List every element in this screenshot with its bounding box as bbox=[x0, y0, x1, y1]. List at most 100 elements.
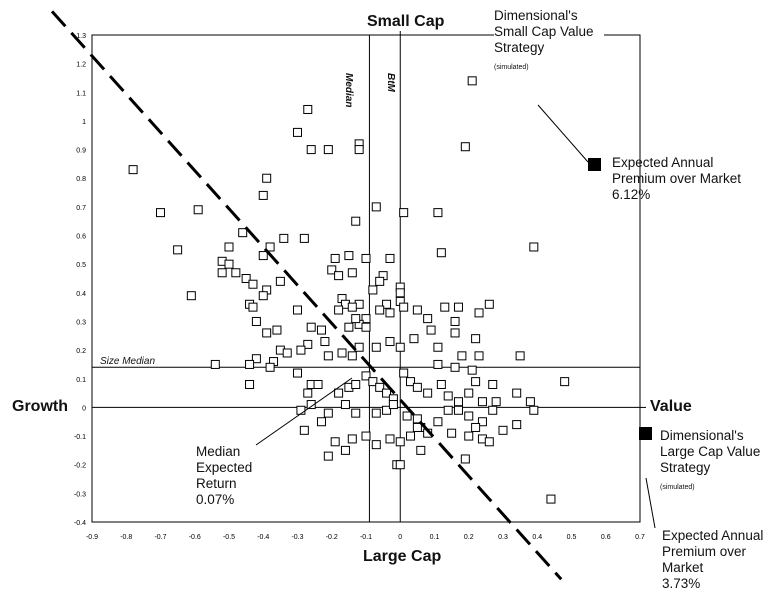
data-point bbox=[484, 299, 494, 309]
data-point bbox=[460, 142, 470, 152]
data-point bbox=[173, 245, 183, 255]
y-tick-label: -0.3 bbox=[74, 491, 86, 498]
data-point bbox=[399, 208, 409, 218]
trend-line bbox=[50, 10, 563, 581]
data-point bbox=[402, 411, 412, 421]
data-point bbox=[231, 268, 241, 278]
data-point bbox=[303, 104, 313, 114]
data-point bbox=[323, 351, 333, 361]
y-tick-label: -0.4 bbox=[74, 520, 86, 527]
data-point bbox=[467, 365, 477, 375]
large-cap-premium-value: 3.73% bbox=[662, 576, 701, 591]
data-point bbox=[450, 328, 460, 338]
x-tick-label: 0.1 bbox=[430, 534, 440, 541]
data-point bbox=[423, 388, 433, 398]
x-tick-label: -0.5 bbox=[223, 534, 235, 541]
data-point bbox=[546, 494, 556, 504]
y-tick-label: 0.1 bbox=[76, 377, 86, 384]
data-point bbox=[453, 397, 463, 407]
y-tick-label: 1 bbox=[82, 119, 86, 126]
data-point bbox=[361, 322, 371, 332]
data-point bbox=[272, 325, 282, 335]
large-cap-value-marker bbox=[639, 427, 652, 440]
data-point bbox=[436, 248, 446, 258]
data-point bbox=[433, 342, 443, 352]
axis-label-right: Value bbox=[650, 398, 692, 415]
data-point bbox=[491, 397, 501, 407]
data-point bbox=[395, 437, 405, 447]
data-point bbox=[382, 405, 392, 415]
data-point bbox=[512, 388, 522, 398]
data-point bbox=[303, 388, 313, 398]
data-point bbox=[275, 276, 285, 286]
data-point bbox=[344, 322, 354, 332]
data-point bbox=[293, 368, 302, 378]
large-cap-strategy-label: Dimensional's Large Cap Value Strategy (… bbox=[660, 428, 770, 496]
data-point bbox=[368, 377, 378, 387]
data-point bbox=[412, 382, 422, 392]
data-point bbox=[488, 405, 498, 415]
y-tick-label: 0 bbox=[82, 405, 86, 412]
x-tick-label: 0.3 bbox=[498, 534, 508, 541]
data-point bbox=[217, 268, 227, 278]
data-point bbox=[347, 434, 357, 444]
data-point bbox=[344, 251, 354, 261]
data-point bbox=[471, 422, 481, 432]
data-point bbox=[385, 253, 395, 263]
data-point bbox=[351, 408, 361, 418]
data-point bbox=[371, 440, 381, 450]
data-point bbox=[477, 397, 487, 407]
data-point bbox=[395, 288, 405, 298]
data-point bbox=[361, 314, 371, 324]
data-point bbox=[464, 431, 474, 441]
data-point bbox=[375, 305, 385, 315]
data-point bbox=[433, 417, 443, 427]
data-point bbox=[525, 397, 535, 407]
data-point bbox=[334, 305, 344, 315]
data-point bbox=[529, 242, 539, 252]
data-point bbox=[443, 391, 453, 401]
data-point bbox=[450, 316, 460, 326]
y-tick-label: 0.5 bbox=[76, 262, 86, 269]
data-point bbox=[316, 325, 326, 335]
data-point bbox=[436, 379, 446, 389]
y-tick-label: 0.3 bbox=[76, 319, 86, 326]
y-tick-label: -0.2 bbox=[74, 463, 86, 470]
large-cap-premium-label: Expected Annual Premium over Market 3.73… bbox=[662, 528, 774, 592]
data-point bbox=[354, 145, 364, 155]
data-point bbox=[453, 405, 463, 415]
small-cap-premium-value: 6.12% bbox=[612, 187, 651, 202]
data-point bbox=[245, 359, 255, 369]
data-point bbox=[375, 276, 385, 286]
data-point bbox=[467, 76, 477, 86]
data-point bbox=[320, 337, 330, 347]
data-point bbox=[450, 362, 460, 372]
data-point bbox=[474, 308, 484, 318]
data-point bbox=[368, 285, 378, 295]
data-point bbox=[245, 379, 255, 389]
median-return-text: Median Expected Return bbox=[196, 444, 253, 491]
data-point bbox=[484, 437, 494, 447]
data-point bbox=[337, 348, 347, 358]
data-point bbox=[412, 422, 422, 432]
data-point bbox=[423, 314, 433, 324]
data-point bbox=[395, 460, 405, 470]
data-point bbox=[340, 445, 350, 455]
bm-median-label: BtM Median bbox=[343, 73, 396, 108]
data-point bbox=[560, 377, 570, 387]
large-cap-callout-line bbox=[645, 477, 656, 529]
data-point bbox=[457, 351, 467, 361]
data-point bbox=[316, 417, 326, 427]
median-callout-line bbox=[255, 377, 353, 446]
data-point bbox=[412, 414, 422, 424]
x-tick-label: 0.2 bbox=[464, 534, 474, 541]
data-point bbox=[193, 205, 203, 215]
x-tick-label: -0.1 bbox=[360, 534, 372, 541]
x-tick-label: -0.8 bbox=[120, 534, 132, 541]
data-point bbox=[323, 145, 333, 155]
x-tick-label: -0.6 bbox=[189, 534, 201, 541]
data-point bbox=[262, 173, 272, 183]
data-point bbox=[385, 308, 395, 318]
x-tick-label: -0.2 bbox=[326, 534, 338, 541]
data-point bbox=[361, 253, 371, 263]
